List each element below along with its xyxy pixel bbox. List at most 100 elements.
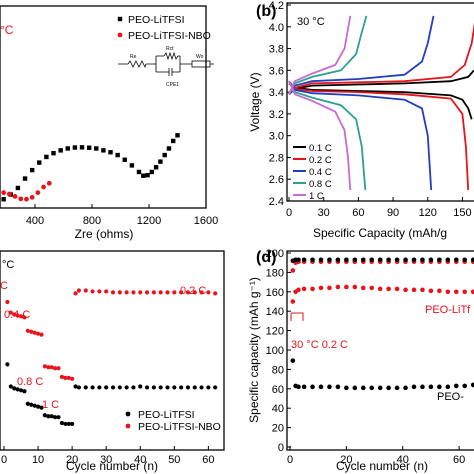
panel-d-data-point [290, 358, 296, 363]
panel-c-data-point [158, 290, 163, 295]
panel-d-data-point [394, 286, 400, 292]
panel-d-data-point [310, 286, 315, 292]
panel-d-y-tick-label: 100 [266, 345, 284, 357]
panel-c-data-point [56, 415, 61, 420]
panel-c-data-point [73, 291, 78, 296]
panel-b-discharge-curve [288, 80, 470, 191]
panel-c-data-point [158, 385, 163, 390]
panel-c-data-point [179, 290, 184, 295]
panel-b-x-tick-label: 90 [387, 207, 399, 219]
panel-a-data-point [22, 176, 28, 181]
panel-c-data-point [117, 385, 122, 390]
panel-d-data-point [310, 257, 315, 263]
panel-b-legend-label: 0.8 C [309, 179, 332, 190]
panel-a-x-tick-label: 400 [26, 215, 44, 227]
panel-c-data-point [83, 385, 88, 390]
panel-c-legend-marker [125, 423, 131, 429]
panel-d-x-tick-label: 60 [453, 454, 465, 466]
panel-c-data-point [124, 290, 129, 295]
panel-c-data-point [117, 290, 122, 295]
panel-d-data-point [386, 286, 391, 292]
panel-d-data-point [403, 257, 408, 263]
panel-c-data-point [5, 299, 10, 305]
panel-d-data-point [369, 257, 375, 263]
panel-c-data-point [49, 414, 54, 419]
panel-a-circuit-label: Re [130, 54, 137, 60]
panel-d-y-tick-label: 20 [272, 423, 284, 435]
panel-b-y-tick-label: 4.0 [269, 22, 284, 34]
panel-c-data-point [12, 386, 17, 391]
panel-a-x-axis-label: Zre (ohms) [75, 227, 134, 241]
panel-a-data-point [158, 159, 163, 164]
panel-b-x-tick-label: 30 [318, 207, 330, 219]
panel-d-data-point [411, 287, 417, 293]
panel-a-data-point [58, 148, 63, 153]
panel-c-data-point [8, 310, 13, 315]
panel-a-data-point [122, 157, 127, 162]
panel-c-rate-performance: 0 10 20 30 40 50 60 Cycle number (n) °C PEO-LiTFS… [0, 250, 225, 473]
panel-c-data-point [70, 376, 75, 381]
panel-d-data-point [462, 257, 468, 263]
panel-c-data-point [52, 366, 58, 371]
panel-a-x-tick-label: 1600 [194, 215, 218, 227]
panel-a-legend-label: PEO-LiTFSI [128, 14, 185, 26]
panel-c-data-point [90, 289, 95, 294]
panel-d-condition-label: 30 °C 0.2 C [291, 339, 348, 351]
panel-a-legend-label: PEO-LiTFSI-NBO [128, 30, 211, 42]
panel-c-data-point [165, 290, 170, 295]
panel-d-data-point [301, 286, 307, 292]
panel-c-data-point [185, 385, 191, 390]
panel-d-data-point [360, 285, 366, 291]
panel-d-data-point [344, 284, 349, 290]
panel-a-circuit-wires [118, 55, 214, 73]
panel-b-voltage-profile: (b) 2.4 2.6 2.8 3.0 3.2 3.4 3.6 3.8 4.0 4.2 0 30 60 90… [248, 0, 474, 240]
panel-d-data-point [290, 299, 296, 304]
panel-b-x-tick-label: 120 [419, 207, 437, 219]
panel-c-data-point [213, 291, 218, 296]
panel-b-charge-curve [288, 15, 435, 95]
panel-c-data-point [42, 413, 47, 418]
panel-a-data-point [86, 145, 92, 150]
panel-c-data-point [35, 404, 41, 409]
panel-d-data-point [377, 385, 383, 391]
panel-c-x-tick-label: 50 [168, 454, 180, 466]
panel-c-data-point [32, 330, 37, 335]
panel-d-data-point [296, 384, 301, 390]
panel-a-data-point [29, 194, 35, 200]
panel-b-discharge-curve [288, 80, 433, 191]
panel-c-data-point [49, 365, 54, 370]
panel-d-y-tick-label: 40 [272, 403, 284, 415]
panel-c-data-point [46, 365, 51, 370]
panel-b-x-axis-label: Specific Capacity (mAh/g [313, 226, 447, 240]
panel-b-x-tick-label: 0 [286, 207, 292, 219]
panel-a-data-point [94, 146, 99, 151]
panel-a-temperature-label: °C [0, 23, 14, 37]
panel-c-data-point [144, 290, 150, 295]
panel-c-data-point [83, 288, 88, 293]
panel-c-data-point [151, 385, 156, 390]
panel-d-data-point [462, 383, 468, 389]
panel-a-data-point [1, 190, 7, 196]
panel-b-discharge-curve [288, 82, 473, 120]
panel-d-data-point [428, 288, 434, 294]
panel-b-y-tick-label: 3.8 [269, 44, 284, 56]
panel-c-data-point [63, 375, 68, 380]
panel-d-data-point [411, 384, 417, 390]
panel-a-impedance-plot: 400 800 1200 1600 Zre (ohms) °C PEO-LiTFSI PEO-… [0, 5, 218, 241]
panel-a-data-point [51, 150, 56, 156]
panel-a-data-point [171, 138, 176, 144]
panel-c-x-tick-label: 40 [134, 454, 146, 466]
panel-c-data-point [76, 385, 82, 390]
panel-c-legend-label: PEO-LiTFSI-NBO [138, 421, 221, 433]
panel-d-data-point [445, 289, 451, 295]
panel-c-data-point [25, 328, 30, 333]
panel-c-rate-label: 0.4 C [4, 309, 30, 321]
panel-c-x-tick-label: 10 [32, 454, 44, 466]
panel-d-data-point [437, 384, 442, 390]
panel-a-data-point [79, 145, 85, 150]
panel-d-data-point [377, 257, 383, 263]
panel-c-data-point [12, 312, 17, 317]
panel-d-data-point [335, 257, 341, 263]
panel-a-data-point [145, 172, 150, 178]
panel-c-data-point [39, 405, 44, 410]
